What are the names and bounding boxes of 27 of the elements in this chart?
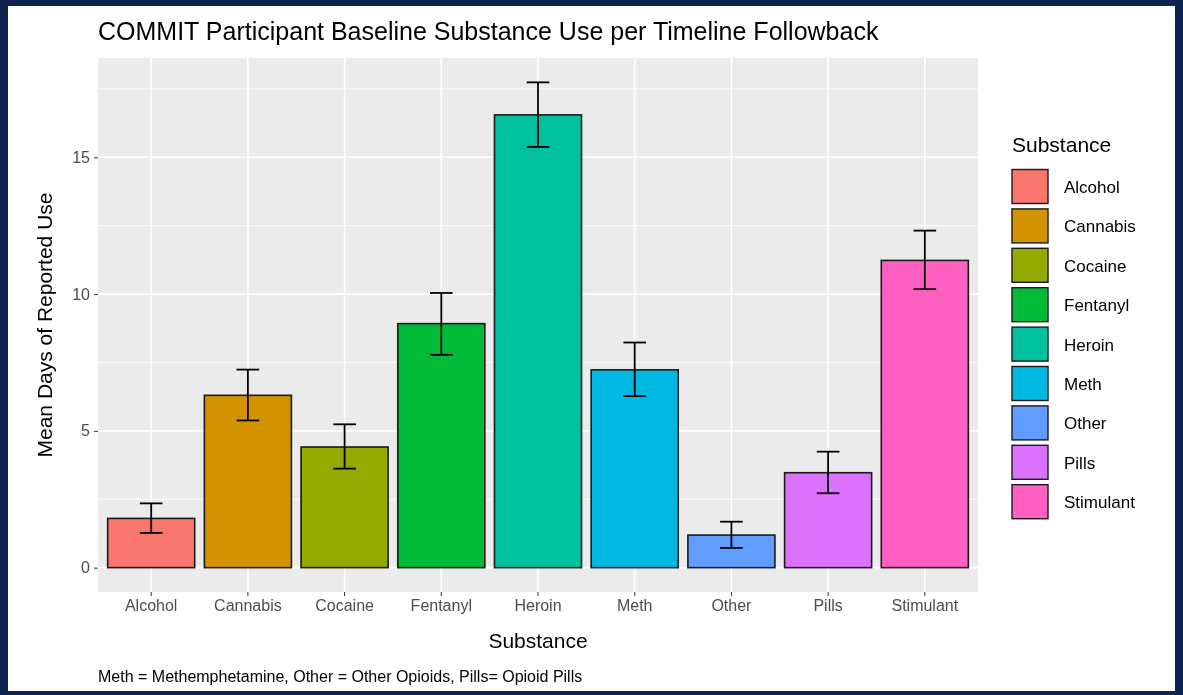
y-tick-label: 15	[72, 148, 91, 166]
y-tick-label: 10	[72, 285, 91, 303]
legend-label: Other	[1064, 414, 1107, 434]
legend-label: Fentanyl	[1064, 296, 1130, 316]
x-tick-label: Cannabis	[214, 597, 282, 615]
legend-label: Alcohol	[1064, 178, 1120, 197]
x-tick-label: Alcohol	[124, 597, 178, 615]
legend-label: Pills	[1064, 453, 1096, 473]
legend-label: Stimulant	[1064, 493, 1136, 513]
legend-label: Meth	[1064, 375, 1102, 394]
chart-title: COMMIT Participant Baseline Substance Use per Timeline Followback	[98, 17, 879, 45]
x-tick-label: Meth	[616, 597, 653, 615]
x-axis-title: Substance	[488, 629, 588, 652]
y-tick-label: 0	[81, 559, 91, 577]
text: Meth = Methemphetamine, Other = Other Opioids, Pills= Opioid Pills	[98, 668, 583, 685]
x-tick-label: Cocaine	[315, 597, 375, 615]
x-tick-label: Other	[711, 597, 753, 615]
legend-label: Heroin	[1064, 335, 1115, 355]
legend-title: Substance	[1012, 133, 1112, 156]
x-tick-label: Pills	[813, 597, 843, 615]
x-tick-label: Fentanyl	[410, 597, 472, 615]
y-axis-title: Mean Days of Reported Use	[33, 192, 56, 458]
y-tick-label: 5	[81, 422, 91, 440]
legend-label: Cannabis	[1064, 217, 1136, 237]
x-tick-label: Heroin	[514, 597, 562, 615]
x-tick-label: Stimulant	[891, 597, 959, 615]
legend-label: Cocaine	[1064, 256, 1127, 276]
